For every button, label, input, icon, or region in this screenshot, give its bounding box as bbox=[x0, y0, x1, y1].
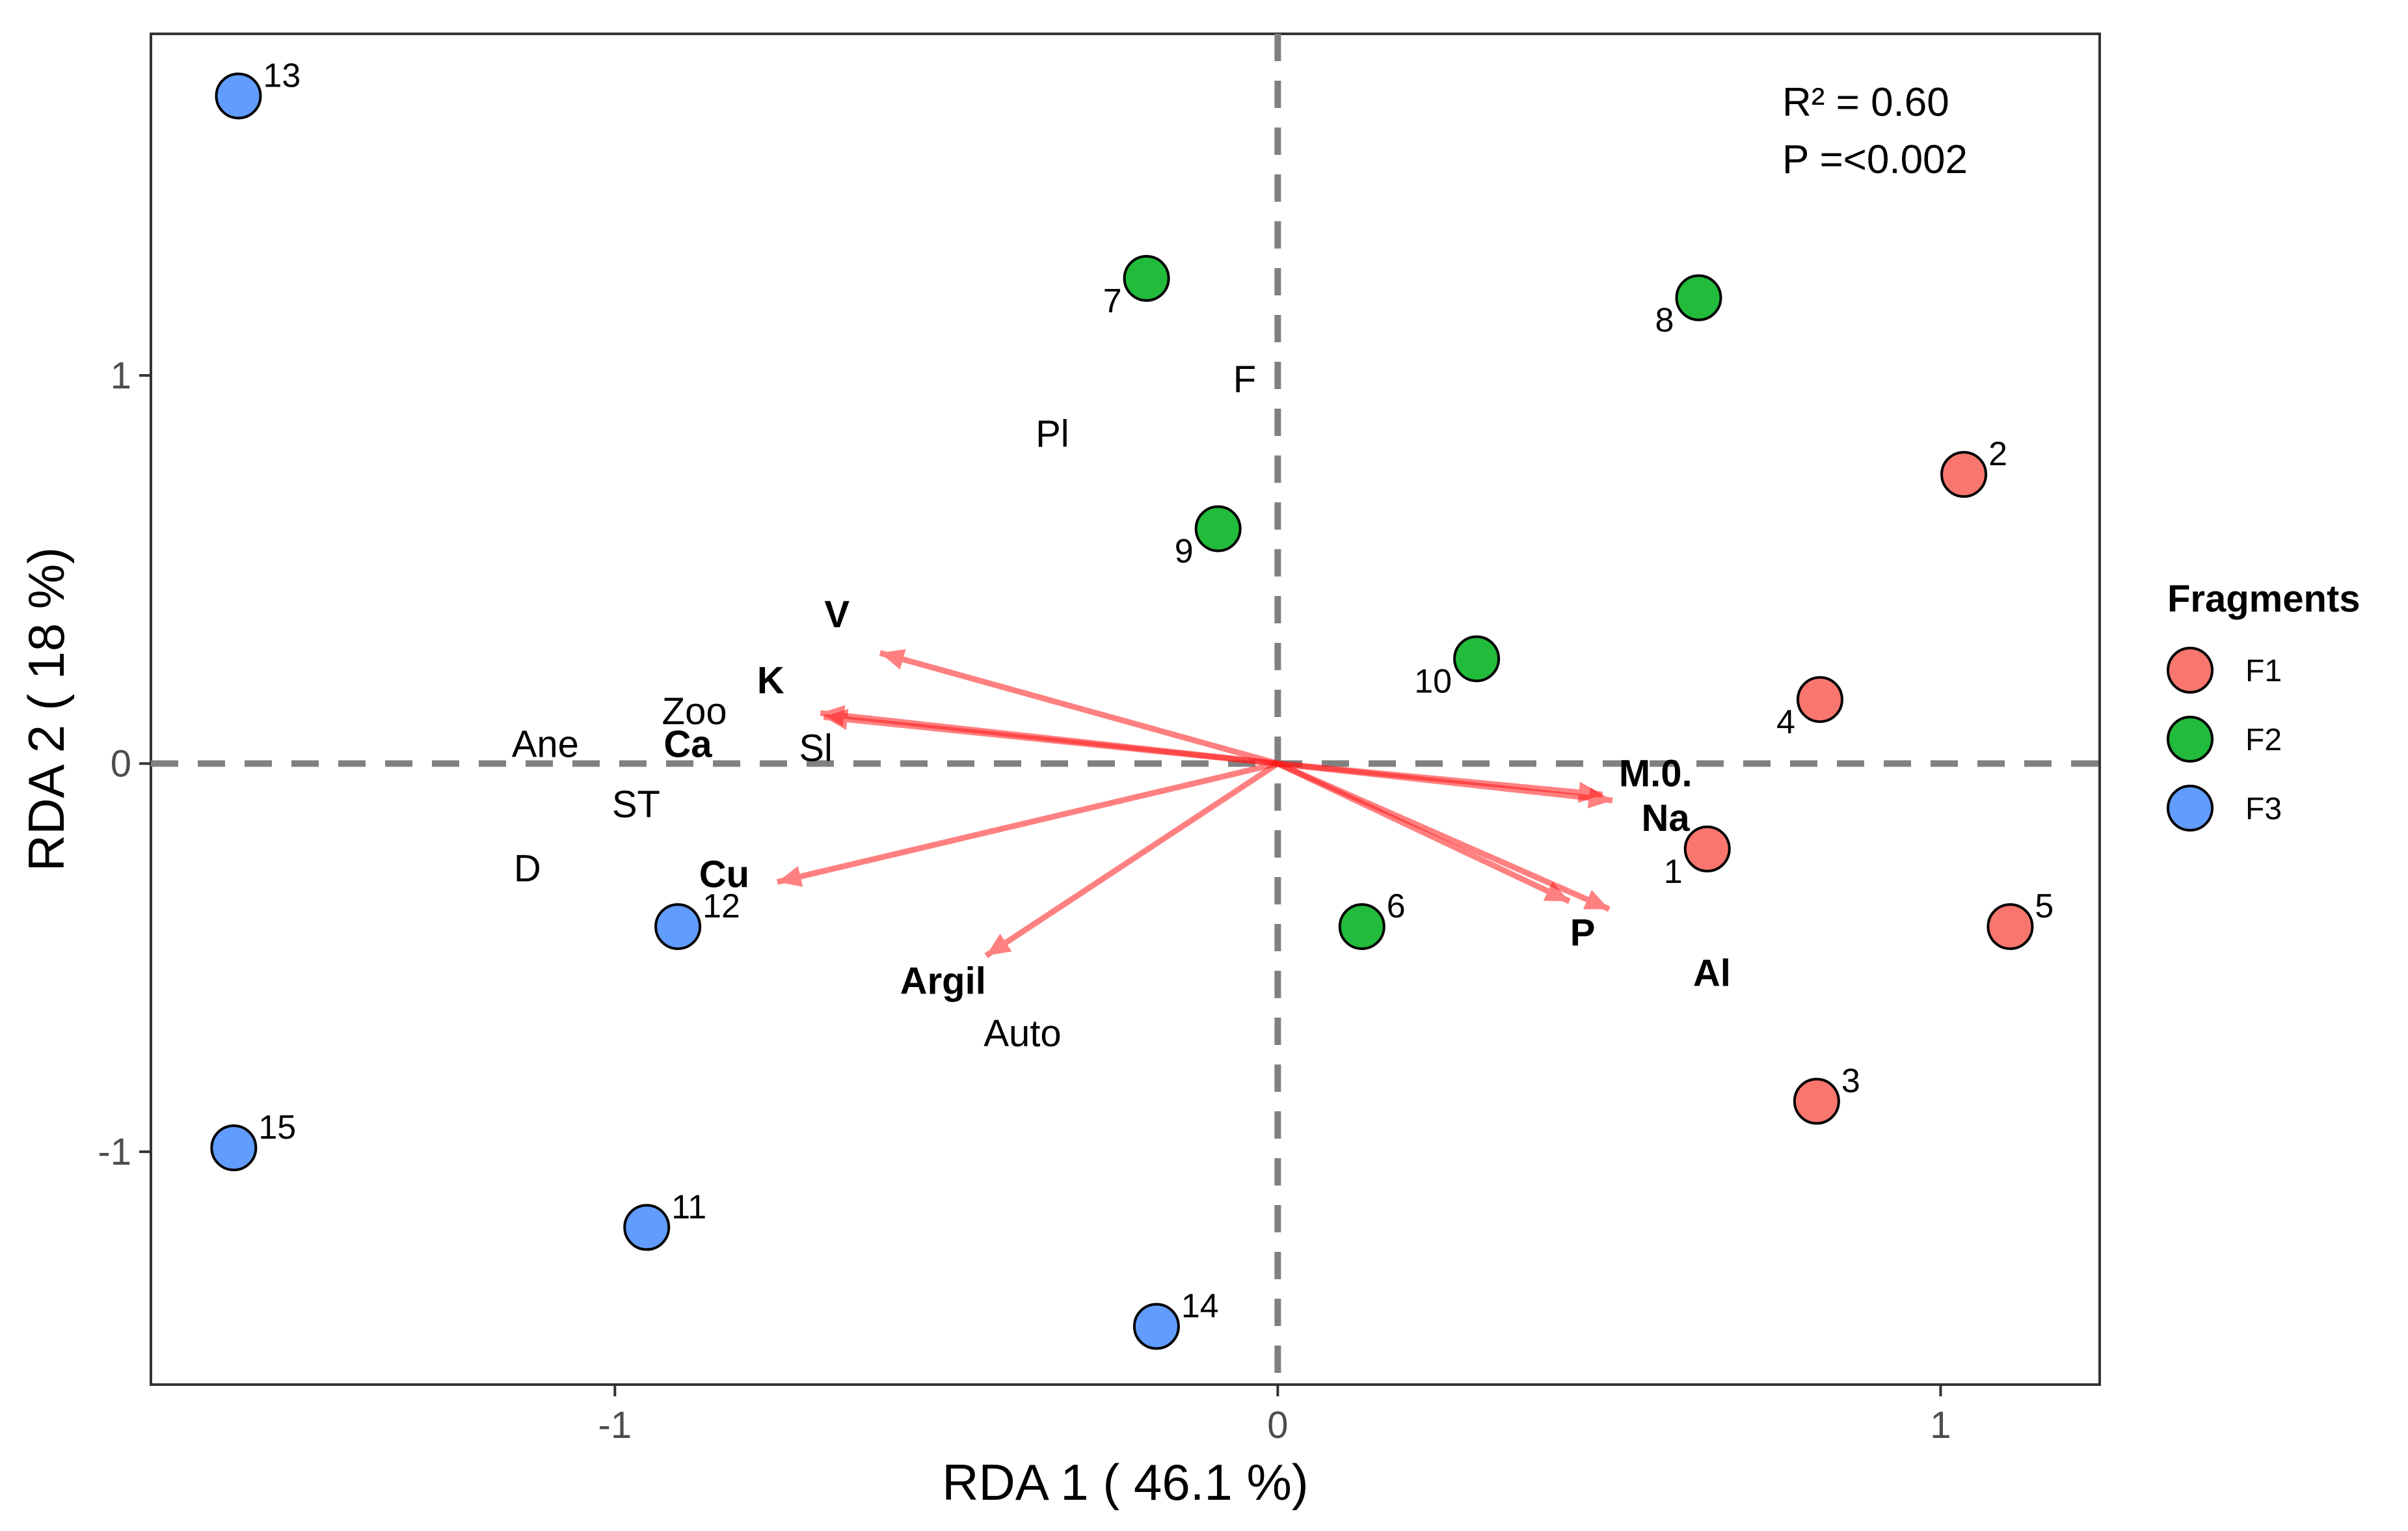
y-axis-ticks: -1 0 1 bbox=[98, 355, 151, 1173]
species-label-st: ST bbox=[612, 783, 660, 826]
vector-arrowhead bbox=[823, 709, 849, 730]
env-vector-v bbox=[879, 649, 1279, 766]
site-label-11: 11 bbox=[671, 1188, 706, 1226]
species-label-sl: Sl bbox=[799, 727, 833, 770]
x-tick-label: -1 bbox=[598, 1404, 632, 1446]
species-label-zoo: Zoo bbox=[662, 690, 727, 733]
site-point-9 bbox=[1194, 505, 1242, 552]
vector-line bbox=[776, 761, 1279, 885]
species-label-ane: Ane bbox=[512, 724, 579, 766]
r-squared-text: R² = 0.60 bbox=[1782, 80, 1949, 125]
site-point-13 bbox=[215, 72, 262, 120]
site-point-11 bbox=[623, 1204, 671, 1251]
site-point-1 bbox=[1683, 825, 1731, 873]
site-label-6: 6 bbox=[1387, 887, 1406, 925]
legend: Fragments F1 F2 F3 bbox=[2167, 578, 2361, 832]
site-label-14: 14 bbox=[1181, 1288, 1219, 1325]
site-point-8 bbox=[1675, 274, 1722, 321]
species-label-auto: Auto bbox=[983, 1012, 1061, 1055]
env-label-p: P bbox=[1570, 912, 1596, 954]
legend-label-f1: F1 bbox=[2245, 654, 2282, 688]
site-point-10 bbox=[1453, 635, 1501, 683]
site-point-7 bbox=[1123, 254, 1170, 302]
plot-border bbox=[150, 33, 2101, 1386]
legend-key-f2 bbox=[2167, 716, 2214, 763]
stats-annotation: R² = 0.60 P =<0.002 bbox=[1782, 80, 1968, 182]
site-label-12: 12 bbox=[702, 887, 740, 925]
env-vector-na bbox=[1277, 761, 1603, 804]
site-label-2: 2 bbox=[1988, 435, 2007, 473]
environmental-vectors bbox=[776, 649, 1613, 958]
site-label-1: 1 bbox=[1664, 853, 1683, 891]
env-label-cu: Cu bbox=[699, 854, 749, 896]
env-label-al: Al bbox=[1693, 953, 1731, 995]
site-point-4 bbox=[1796, 676, 1843, 724]
vector-line bbox=[823, 714, 1278, 766]
vector-line bbox=[879, 650, 1279, 766]
species-label-f: F bbox=[1233, 359, 1256, 401]
legend-key-f3 bbox=[2167, 785, 2214, 832]
site-point-2 bbox=[1940, 451, 1988, 498]
site-label-3: 3 bbox=[1841, 1063, 1860, 1100]
env-label-v: V bbox=[824, 593, 849, 636]
env-vector-al bbox=[1276, 761, 1571, 904]
site-point-5 bbox=[1987, 903, 2034, 951]
environmental-labels: VK Ca Cu Argil M.0.Na P Al bbox=[663, 593, 1731, 1003]
env-label-k: K bbox=[757, 659, 784, 701]
env-vector-argil bbox=[984, 761, 1279, 958]
species-label-pl: Pl bbox=[1036, 413, 1069, 455]
species-label-d: D bbox=[514, 848, 541, 890]
site-label-15: 15 bbox=[258, 1109, 296, 1146]
species-labels: F Pl Zoo Ane Sl ST D Auto bbox=[512, 359, 1256, 1055]
legend-title: Fragments bbox=[2167, 578, 2361, 620]
site-points bbox=[210, 72, 2034, 1350]
env-label-ca: Ca bbox=[663, 724, 712, 766]
x-axis-ticks: -1 0 1 bbox=[598, 1385, 1951, 1446]
env-label-argil: Argil bbox=[900, 960, 986, 1003]
y-tick-label: 1 bbox=[111, 355, 131, 397]
x-axis-title: RDA 1 ( 46.1 %) bbox=[942, 1454, 1309, 1511]
env-label-m0: M.0. bbox=[1619, 752, 1692, 794]
vector-line bbox=[984, 761, 1279, 958]
site-label-10: 10 bbox=[1414, 662, 1452, 700]
p-value-text: P =<0.002 bbox=[1782, 137, 1968, 182]
site-label-8: 8 bbox=[1655, 302, 1674, 340]
legend-label-f3: F3 bbox=[2245, 792, 2282, 826]
vector-line bbox=[1276, 761, 1571, 904]
vector-arrowhead bbox=[879, 649, 906, 670]
legend-key-f1 bbox=[2167, 647, 2214, 694]
site-label-4: 4 bbox=[1776, 703, 1795, 741]
vector-arrowhead bbox=[1543, 881, 1570, 902]
site-point-14 bbox=[1132, 1303, 1180, 1350]
env-label-na: Na bbox=[1641, 797, 1690, 839]
vector-arrowhead bbox=[986, 934, 1012, 956]
vector-arrowhead bbox=[777, 866, 803, 887]
x-tick-label: 1 bbox=[1930, 1404, 1951, 1446]
site-point-15 bbox=[210, 1124, 258, 1172]
vector-arrowhead bbox=[1583, 889, 1609, 910]
env-vector-ca bbox=[823, 709, 1278, 766]
site-label-13: 13 bbox=[263, 57, 301, 94]
vector-arrowhead bbox=[1577, 781, 1603, 804]
site-label-5: 5 bbox=[2035, 887, 2053, 925]
site-label-9: 9 bbox=[1175, 533, 1194, 571]
y-tick-label: -1 bbox=[98, 1131, 131, 1173]
site-point-3 bbox=[1793, 1077, 1840, 1125]
y-axis-title: RDA 2 ( 18 %) bbox=[18, 547, 75, 872]
site-point-12 bbox=[654, 903, 702, 951]
vector-line bbox=[1277, 761, 1603, 798]
y-tick-label: 0 bbox=[111, 743, 131, 785]
x-tick-label: 0 bbox=[1267, 1404, 1288, 1446]
env-vector-cu bbox=[776, 761, 1279, 887]
site-point-6 bbox=[1338, 903, 1385, 951]
legend-label-f2: F2 bbox=[2245, 723, 2282, 757]
site-label-7: 7 bbox=[1103, 282, 1122, 320]
